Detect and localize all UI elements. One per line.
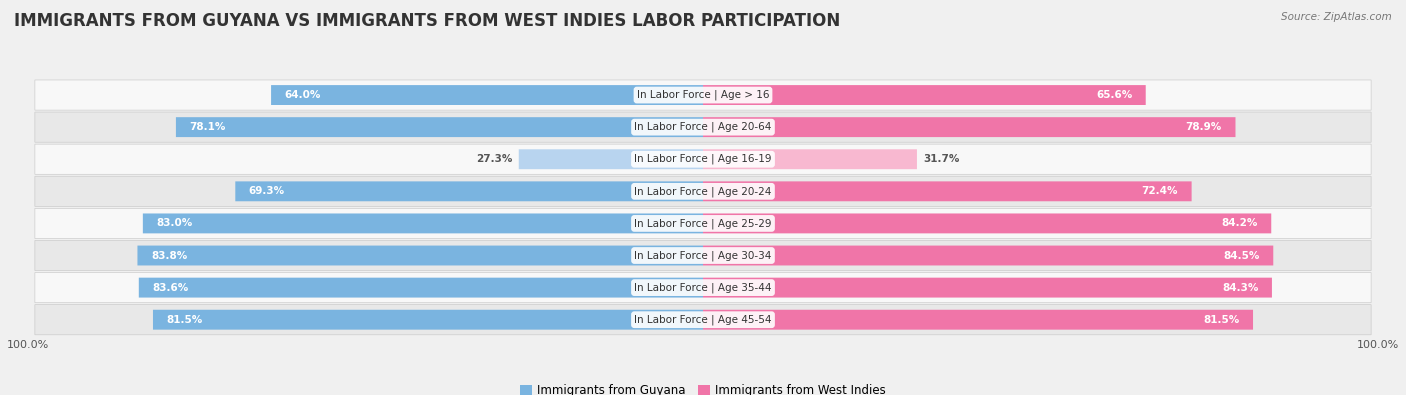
Text: 72.4%: 72.4%: [1142, 186, 1178, 196]
FancyBboxPatch shape: [138, 246, 703, 265]
FancyBboxPatch shape: [271, 85, 703, 105]
Text: 84.3%: 84.3%: [1222, 282, 1258, 293]
FancyBboxPatch shape: [139, 278, 703, 297]
FancyBboxPatch shape: [153, 310, 703, 330]
Text: In Labor Force | Age 25-29: In Labor Force | Age 25-29: [634, 218, 772, 229]
Text: In Labor Force | Age 16-19: In Labor Force | Age 16-19: [634, 154, 772, 164]
FancyBboxPatch shape: [703, 149, 917, 169]
FancyBboxPatch shape: [703, 278, 1272, 297]
FancyBboxPatch shape: [703, 310, 1253, 330]
FancyBboxPatch shape: [176, 117, 703, 137]
Text: 84.5%: 84.5%: [1223, 250, 1260, 261]
FancyBboxPatch shape: [35, 273, 1371, 303]
FancyBboxPatch shape: [35, 144, 1371, 174]
FancyBboxPatch shape: [519, 149, 703, 169]
FancyBboxPatch shape: [35, 176, 1371, 207]
Text: In Labor Force | Age 35-44: In Labor Force | Age 35-44: [634, 282, 772, 293]
Text: Source: ZipAtlas.com: Source: ZipAtlas.com: [1281, 12, 1392, 22]
Text: 81.5%: 81.5%: [1204, 315, 1240, 325]
Text: 78.9%: 78.9%: [1185, 122, 1222, 132]
FancyBboxPatch shape: [35, 112, 1371, 142]
FancyBboxPatch shape: [703, 246, 1274, 265]
FancyBboxPatch shape: [235, 181, 703, 201]
Text: 31.7%: 31.7%: [924, 154, 960, 164]
Text: 65.6%: 65.6%: [1095, 90, 1132, 100]
Text: 64.0%: 64.0%: [284, 90, 321, 100]
FancyBboxPatch shape: [35, 305, 1371, 335]
Text: 83.8%: 83.8%: [150, 250, 187, 261]
FancyBboxPatch shape: [703, 85, 1146, 105]
Text: 83.6%: 83.6%: [152, 282, 188, 293]
Text: In Labor Force | Age 45-54: In Labor Force | Age 45-54: [634, 314, 772, 325]
FancyBboxPatch shape: [35, 241, 1371, 271]
Text: In Labor Force | Age 20-64: In Labor Force | Age 20-64: [634, 122, 772, 132]
FancyBboxPatch shape: [703, 213, 1271, 233]
FancyBboxPatch shape: [143, 213, 703, 233]
FancyBboxPatch shape: [703, 117, 1236, 137]
FancyBboxPatch shape: [35, 208, 1371, 239]
Text: 78.1%: 78.1%: [190, 122, 226, 132]
Text: IMMIGRANTS FROM GUYANA VS IMMIGRANTS FROM WEST INDIES LABOR PARTICIPATION: IMMIGRANTS FROM GUYANA VS IMMIGRANTS FRO…: [14, 12, 841, 30]
Text: 83.0%: 83.0%: [156, 218, 193, 228]
Text: 81.5%: 81.5%: [166, 315, 202, 325]
Legend: Immigrants from Guyana, Immigrants from West Indies: Immigrants from Guyana, Immigrants from …: [515, 379, 891, 395]
FancyBboxPatch shape: [703, 181, 1192, 201]
Text: In Labor Force | Age 30-34: In Labor Force | Age 30-34: [634, 250, 772, 261]
Text: 84.2%: 84.2%: [1222, 218, 1258, 228]
Text: In Labor Force | Age 20-24: In Labor Force | Age 20-24: [634, 186, 772, 197]
Text: In Labor Force | Age > 16: In Labor Force | Age > 16: [637, 90, 769, 100]
Text: 69.3%: 69.3%: [249, 186, 285, 196]
FancyBboxPatch shape: [35, 80, 1371, 110]
Text: 27.3%: 27.3%: [475, 154, 512, 164]
